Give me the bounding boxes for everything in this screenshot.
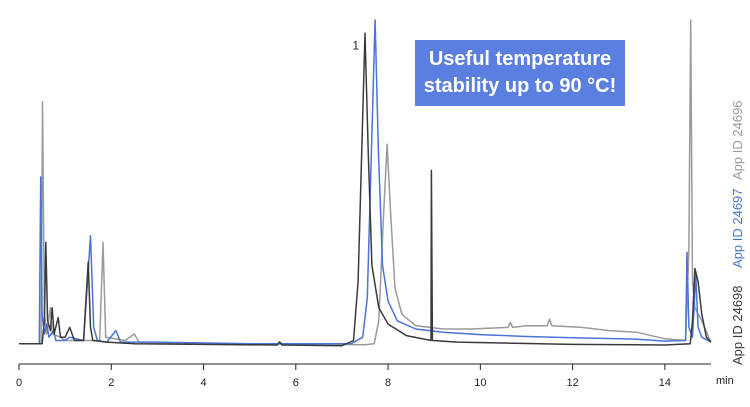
chromatogram-traces (19, 19, 712, 347)
peak-label-1: 1 (352, 38, 359, 52)
app-id-black: App ID 24698 (730, 285, 745, 365)
x-tick-label: 4 (200, 377, 206, 389)
x-tick-label: 0 (16, 377, 22, 389)
x-axis-label: min (716, 375, 734, 387)
x-tick-label: 10 (474, 377, 486, 389)
x-tick-label: 2 (108, 377, 114, 389)
series-line-app-id-24698 (19, 32, 712, 347)
temperature-stability-callout: Useful temperature stability up to 90 °C… (415, 40, 625, 106)
x-tick-label: 8 (385, 377, 391, 389)
x-tick-label: 12 (566, 377, 578, 389)
x-tick-label: 6 (293, 377, 299, 389)
app-id-gray: App ID 24696 (730, 100, 745, 180)
x-tick-label: 14 (659, 377, 671, 389)
x-axis-ticks: 0 2 4 6 8 10 12 14 (16, 364, 671, 389)
app-id-blue: App ID 24697 (730, 188, 745, 268)
